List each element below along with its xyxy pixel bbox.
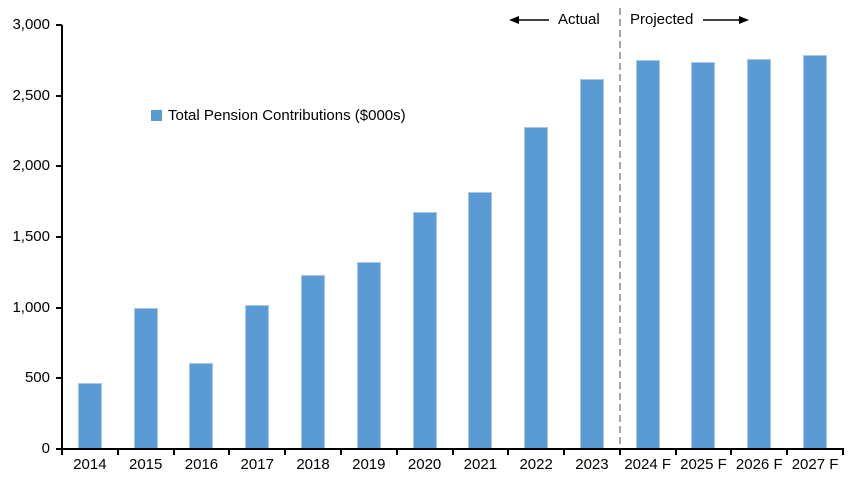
y-label-1500: 1,500 xyxy=(12,228,50,245)
bar-2023 xyxy=(579,78,604,449)
y-axis-line xyxy=(61,25,63,450)
x-tick-mark xyxy=(284,450,287,455)
bar-cell-2019 xyxy=(341,25,397,449)
left-arrow-icon xyxy=(509,15,549,24)
x-tick-mark xyxy=(618,450,621,455)
y-tick-mark xyxy=(56,306,62,309)
bar-cell-2027-F xyxy=(787,25,843,449)
x-tick-mark xyxy=(507,450,510,455)
x-tick-mark xyxy=(61,450,63,455)
x-label-2023: 2023 xyxy=(575,456,609,473)
x-axis-labels: 2014 2015 2016 2017 2018 2019 2020 2021 2022 2023… xyxy=(62,456,843,473)
bar-2027-F xyxy=(803,54,828,449)
x-label-2020: 2020 xyxy=(407,456,442,473)
x-label-2021: 2021 xyxy=(463,456,498,473)
x-label-2014: 2014 xyxy=(73,456,107,473)
x-tick-mark xyxy=(228,450,231,455)
x-label-2025-F: 2025 F xyxy=(680,456,727,473)
bar-2015 xyxy=(133,307,158,449)
bar-cell-2022 xyxy=(508,25,564,449)
bar-cell-2016 xyxy=(174,25,230,449)
projected-annotation: Projected xyxy=(630,11,750,28)
x-tick-mark xyxy=(451,450,454,455)
x-axis-line xyxy=(61,448,844,450)
bar-cell-2018 xyxy=(285,25,341,449)
x-label-2027-F: 2027 F xyxy=(791,456,839,473)
bar-2016 xyxy=(189,362,214,449)
right-arrow-icon xyxy=(703,15,750,24)
x-label-2024-F: 2024 F xyxy=(624,456,672,473)
bar-cell-2025-F xyxy=(676,25,732,449)
y-label-3000: 3,000 xyxy=(12,16,50,33)
bar-cell-2026-F xyxy=(731,25,787,449)
x-label-2016: 2016 xyxy=(184,456,219,473)
bar-cell-2020 xyxy=(397,25,453,449)
y-label-500: 500 xyxy=(24,369,50,387)
legend-label: Total Pension Contributions ($000s) xyxy=(168,107,406,124)
x-tick-mark xyxy=(339,450,342,455)
bar-2024-F xyxy=(635,60,660,449)
x-label-2019: 2019 xyxy=(352,456,386,473)
bar-2025-F xyxy=(691,61,716,449)
x-label-2018: 2018 xyxy=(296,456,330,473)
bar-cell-2014 xyxy=(62,25,118,449)
x-label-2015: 2015 xyxy=(128,456,163,473)
bar-cell-2015 xyxy=(118,25,174,449)
x-tick-mark xyxy=(730,450,733,455)
actual-label: Actual xyxy=(558,11,600,28)
y-label-0: 0 xyxy=(41,440,50,457)
y-tick-mark xyxy=(56,236,62,238)
plot-area xyxy=(62,25,843,449)
y-label-2000: 2,000 xyxy=(12,157,50,175)
x-tick-mark xyxy=(395,450,398,455)
bar-2022 xyxy=(524,126,549,449)
bar-2017 xyxy=(245,304,270,449)
x-label-2026-F: 2026 F xyxy=(735,456,783,473)
bar-2020 xyxy=(412,211,437,449)
x-tick-mark xyxy=(116,450,119,455)
projected-label: Projected xyxy=(630,11,694,28)
x-tick-mark xyxy=(786,450,789,455)
y-tick-mark xyxy=(56,448,62,450)
x-label-2022: 2022 xyxy=(519,456,553,473)
bar-cell-2024-F xyxy=(620,25,676,449)
bar-2019 xyxy=(356,262,381,449)
x-tick-mark xyxy=(563,450,566,455)
bar-2014 xyxy=(77,382,102,449)
bar-2018 xyxy=(301,275,326,449)
y-tick-mark xyxy=(56,94,62,97)
x-tick-mark xyxy=(842,450,844,455)
legend: Total Pension Contributions ($000s) xyxy=(151,107,406,124)
bar-cell-2021 xyxy=(452,25,508,449)
y-label-2500: 2,500 xyxy=(12,86,50,104)
actual-annotation: Actual xyxy=(509,11,600,28)
bar-2026-F xyxy=(747,58,772,449)
y-tick-mark xyxy=(56,24,62,26)
y-tick-mark xyxy=(56,165,62,168)
bar-cell-2023 xyxy=(564,25,620,449)
x-tick-mark xyxy=(674,450,677,455)
x-tick-mark xyxy=(172,450,175,455)
y-label-1000: 1,000 xyxy=(12,298,50,316)
x-label-2017: 2017 xyxy=(240,456,274,473)
y-tick-mark xyxy=(56,377,62,380)
bar-2021 xyxy=(468,191,493,449)
bar-cell-2017 xyxy=(229,25,285,449)
legend-marker-icon xyxy=(151,110,162,121)
actual-projected-divider xyxy=(618,8,621,449)
bars-container xyxy=(62,25,843,449)
